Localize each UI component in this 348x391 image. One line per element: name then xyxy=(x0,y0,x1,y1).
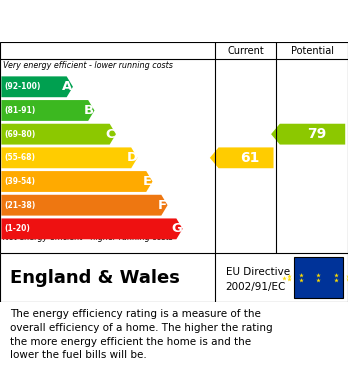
Text: (69-80): (69-80) xyxy=(5,130,36,139)
Text: G: G xyxy=(172,222,182,235)
Text: (92-100): (92-100) xyxy=(5,82,41,91)
Polygon shape xyxy=(1,171,152,192)
Text: Not energy efficient - higher running costs: Not energy efficient - higher running co… xyxy=(3,233,174,242)
Text: B: B xyxy=(84,104,94,117)
Polygon shape xyxy=(1,124,116,145)
Text: 2002/91/EC: 2002/91/EC xyxy=(226,282,286,292)
Text: Very energy efficient - lower running costs: Very energy efficient - lower running co… xyxy=(3,61,173,70)
Text: (1-20): (1-20) xyxy=(5,224,31,233)
Text: EU Directive: EU Directive xyxy=(226,267,290,277)
Text: D: D xyxy=(126,151,137,164)
Text: England & Wales: England & Wales xyxy=(10,269,180,287)
Text: F: F xyxy=(157,199,167,212)
Text: Potential: Potential xyxy=(291,46,334,56)
Text: (81-91): (81-91) xyxy=(5,106,36,115)
Text: (55-68): (55-68) xyxy=(5,153,36,162)
Text: C: C xyxy=(105,127,115,141)
Polygon shape xyxy=(1,100,94,121)
Polygon shape xyxy=(1,219,183,239)
Polygon shape xyxy=(1,147,137,168)
Text: (39-54): (39-54) xyxy=(5,177,36,186)
Text: E: E xyxy=(142,175,151,188)
FancyBboxPatch shape xyxy=(294,257,343,298)
Polygon shape xyxy=(1,76,73,97)
Text: 79: 79 xyxy=(307,127,326,141)
Text: 61: 61 xyxy=(240,151,259,165)
Polygon shape xyxy=(271,124,345,145)
Text: Energy Efficiency Rating: Energy Efficiency Rating xyxy=(10,12,251,30)
Text: The energy efficiency rating is a measure of the
overall efficiency of a home. T: The energy efficiency rating is a measur… xyxy=(10,309,273,360)
Polygon shape xyxy=(210,147,274,168)
Text: (21-38): (21-38) xyxy=(5,201,36,210)
Text: Current: Current xyxy=(227,46,264,56)
Text: A: A xyxy=(62,80,72,93)
Polygon shape xyxy=(1,195,168,215)
